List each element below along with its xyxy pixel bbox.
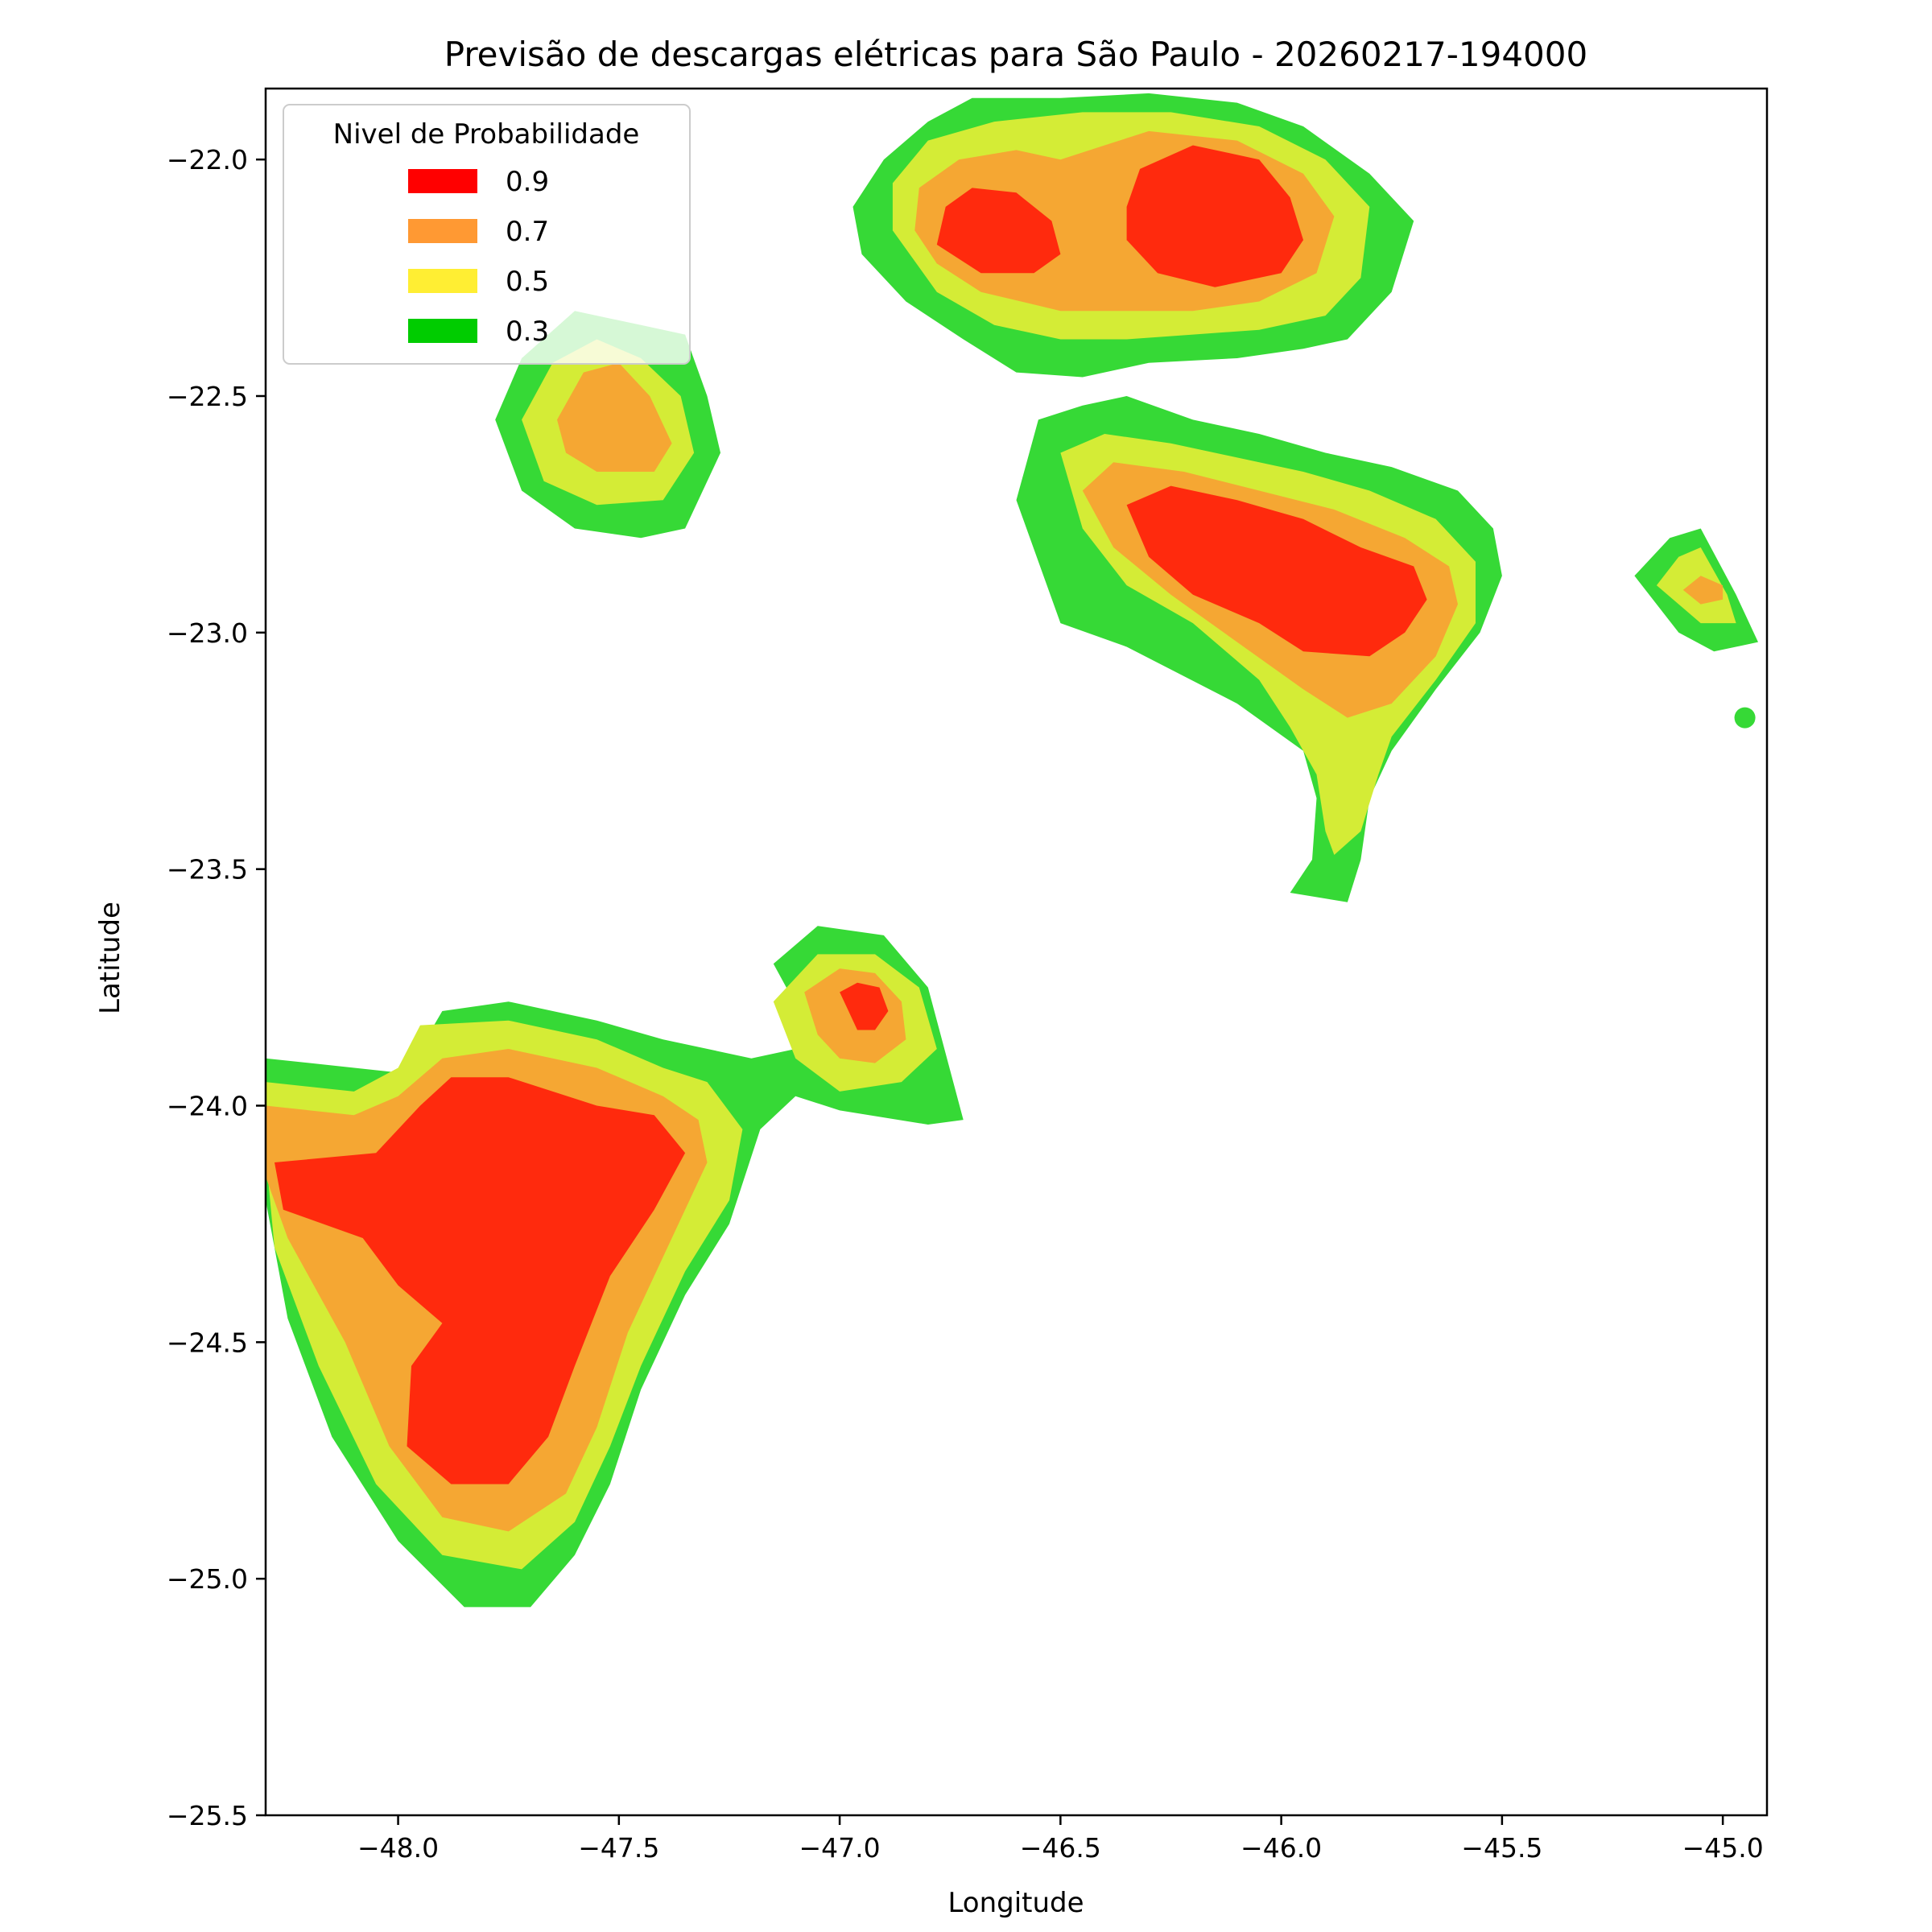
legend: Nivel de Probabilidade 0.9 0.7 0.5 0.3	[283, 104, 691, 365]
legend-label: 0.3	[506, 316, 549, 348]
x-tick-label: −47.5	[578, 1832, 659, 1864]
legend-swatch	[408, 269, 477, 293]
plot-frame	[264, 87, 1769, 1817]
x-tick-label: −46.0	[1241, 1832, 1322, 1864]
contour-level-0.7	[557, 362, 672, 472]
contour-region-central-east-cell	[1016, 396, 1502, 902]
y-tick-label: −23.0	[167, 617, 248, 649]
contour-level-0.9	[1126, 485, 1427, 657]
y-tick-label: −25.0	[167, 1563, 248, 1595]
y-tick-label: −24.5	[167, 1327, 248, 1358]
x-tick-label: −45.5	[1461, 1832, 1542, 1864]
contour-level-0.9	[936, 188, 1061, 274]
legend-box	[283, 104, 691, 365]
x-tick-label: −45.0	[1682, 1832, 1764, 1864]
contour-spot	[1734, 707, 1756, 729]
legend-swatch	[408, 319, 477, 343]
x-axis-label: Longitude	[947, 1887, 1084, 1919]
y-tick-label: −25.5	[167, 1800, 248, 1831]
y-axis-label: Latitude	[94, 902, 126, 1014]
plot-area	[266, 93, 1758, 1608]
contour-region-northwest-cell	[495, 311, 720, 539]
contour-region-south-central-cell	[773, 954, 937, 1092]
legend-swatch	[408, 219, 477, 243]
legend-title: Nivel de Probabilidade	[333, 118, 640, 151]
x-tick-label: −47.0	[799, 1832, 881, 1864]
y-tick-label: −22.0	[167, 144, 248, 175]
x-axis: −48.0 −47.5 −47.0 −46.5 −46.0 −45.5 −45.0	[357, 1815, 1764, 1864]
x-tick-label: −48.0	[357, 1832, 439, 1864]
legend-label: 0.9	[506, 166, 549, 198]
legend-swatch	[408, 169, 477, 193]
y-tick-label: −23.5	[167, 854, 248, 886]
contour-level-0.9	[275, 1077, 686, 1484]
x-tick-label: −46.5	[1020, 1832, 1101, 1864]
chart-title: Previsão de descargas elétricas para São…	[444, 35, 1587, 74]
contour-level-0.9	[840, 982, 889, 1030]
contour-region-north-cell	[852, 93, 1414, 378]
contour-level-0.7	[1682, 576, 1724, 605]
y-tick-label: −24.0	[167, 1090, 248, 1121]
contour-region-southwest-cell	[266, 926, 964, 1608]
legend-label: 0.7	[506, 216, 549, 248]
contour-level-0.9	[1126, 145, 1303, 287]
y-tick-label: −22.5	[167, 381, 248, 412]
y-axis: −22.0 −22.5 −23.0 −23.5 −24.0 −24.5 −25.0 −25.5	[167, 144, 266, 1831]
contour-region-east-cell	[1634, 528, 1758, 652]
legend-label: 0.5	[506, 266, 549, 298]
